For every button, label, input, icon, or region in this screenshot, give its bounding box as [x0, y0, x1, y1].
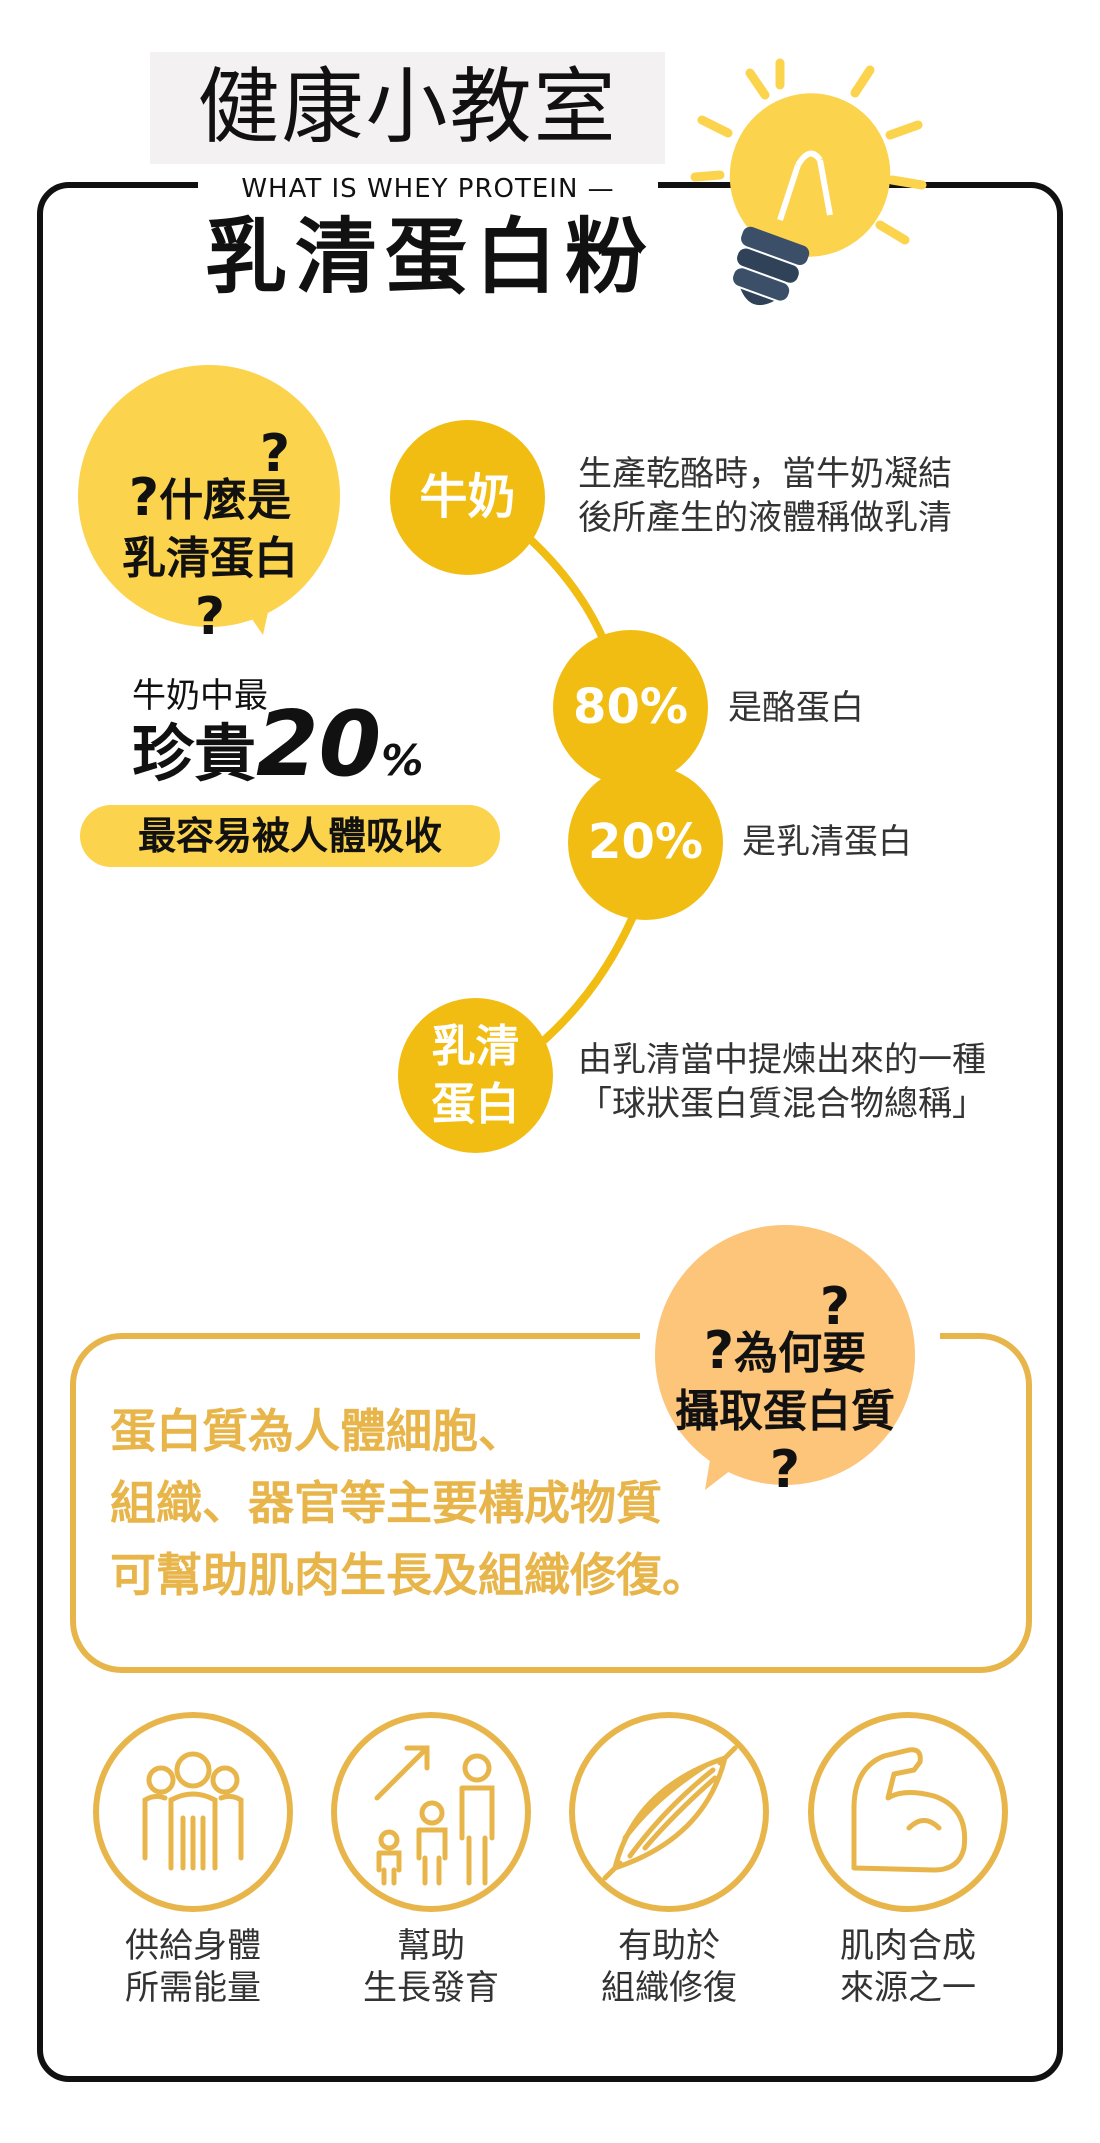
node-whey-percent: 20%	[568, 765, 723, 920]
absorb-pill: 最容易被人體吸收	[80, 805, 500, 867]
node-casein: 80%	[553, 630, 708, 785]
why-question: ? ?為何要 攝取蛋白質 ?	[675, 1277, 895, 1500]
why-bubble-tail	[705, 1430, 770, 1490]
benefit-label: 有助於 組織修復	[601, 1926, 737, 2008]
muscle-fiber-icon	[569, 1712, 769, 1912]
subtitle: WHAT IS WHEY PROTEIN —	[241, 174, 615, 204]
highlight-label: 牛奶中最	[132, 676, 268, 716]
node-whey-desc: 由乳清當中提煉出來的一種 「球狀蛋白質混合物總稱」	[578, 1040, 986, 1124]
why-bubble	[655, 1225, 915, 1485]
node-whey-percent-desc: 是乳清蛋白	[742, 822, 912, 862]
benefit-label: 幫助 生長發育	[363, 1926, 499, 2008]
node-milk-desc: 生產乾酪時，當牛奶凝結 後所產生的液體稱做乳清	[578, 454, 952, 538]
node-casein-desc: 是酪蛋白	[728, 688, 864, 728]
subtitle-mask	[198, 172, 658, 206]
question-text: ? ?什麼是 乳清蛋白 ?	[122, 424, 298, 647]
title-background	[150, 52, 665, 164]
page-title: 健康小教室	[197, 60, 618, 155]
growth-family-icon	[331, 1712, 531, 1912]
lightbulb-icon	[690, 58, 927, 306]
node-whey: 乳清 蛋白	[398, 998, 553, 1153]
flexed-arm-icon	[808, 1712, 1008, 1912]
main-title: 乳清蛋白粉	[204, 210, 655, 305]
question-bubble	[78, 365, 340, 627]
benefit-label: 供給身體 所需能量	[125, 1926, 261, 2008]
highlight-value: 珍貴20%	[132, 692, 424, 797]
why-frame	[70, 1333, 1032, 1673]
why-body: 蛋白質為人體細胞、 組織、器官等主要構成物質 可幫助肌肉生長及組織修復。	[110, 1404, 708, 1602]
benefit-label: 肌肉合成 來源之一	[840, 1926, 976, 2008]
node-milk: 牛奶	[390, 420, 545, 575]
bubble-tail	[225, 580, 275, 635]
people-group-icon	[93, 1712, 293, 1912]
